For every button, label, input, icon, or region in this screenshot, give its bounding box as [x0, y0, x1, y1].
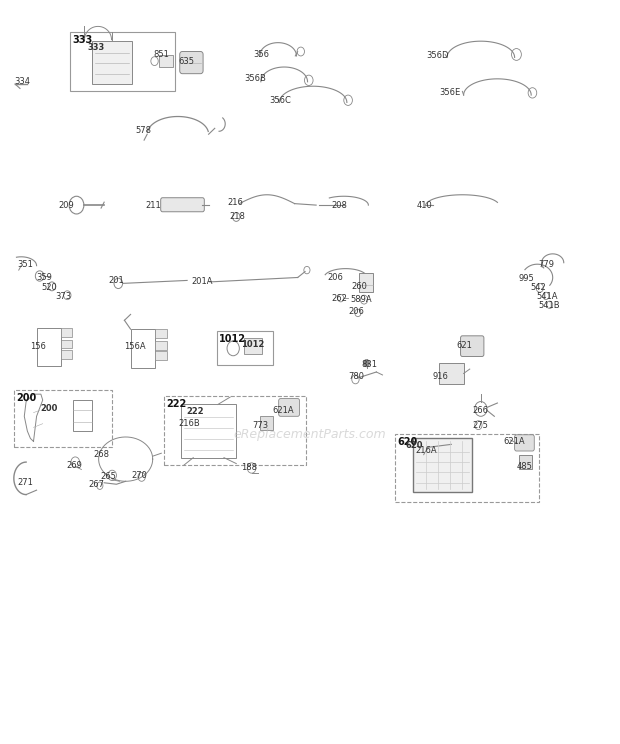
Text: eReplacementParts.com: eReplacementParts.com: [234, 429, 386, 441]
Bar: [73, 400, 92, 431]
Bar: [92, 41, 132, 84]
Text: 356B: 356B: [244, 74, 266, 83]
Text: 206: 206: [327, 273, 343, 282]
Text: 410: 410: [416, 201, 432, 210]
Text: 222: 222: [166, 399, 187, 408]
Text: 156A: 156A: [125, 342, 146, 351]
Text: 222: 222: [186, 407, 203, 416]
Text: 201: 201: [108, 276, 124, 285]
Text: 200: 200: [16, 393, 37, 403]
Text: 541A: 541A: [536, 292, 557, 301]
Text: 208: 208: [332, 201, 347, 210]
Text: 268: 268: [93, 450, 109, 459]
Text: 333: 333: [73, 35, 93, 45]
Bar: [155, 329, 167, 338]
Text: 1012: 1012: [241, 340, 264, 349]
Text: 620: 620: [406, 441, 423, 450]
Text: 262: 262: [332, 294, 347, 303]
Text: 831: 831: [361, 360, 377, 369]
FancyBboxPatch shape: [161, 198, 205, 212]
Text: 218: 218: [229, 213, 245, 222]
Text: 271: 271: [17, 478, 33, 487]
Text: 201A: 201A: [192, 278, 213, 286]
Text: 485: 485: [516, 462, 533, 471]
Text: 356C: 356C: [269, 97, 291, 106]
Bar: [70, 32, 175, 92]
Bar: [61, 339, 72, 348]
Text: 621A: 621A: [503, 437, 525, 446]
Circle shape: [363, 359, 370, 367]
Bar: [519, 455, 533, 469]
Text: 520: 520: [42, 283, 57, 292]
Bar: [260, 417, 273, 429]
Text: 578: 578: [135, 126, 151, 135]
Bar: [61, 350, 72, 359]
FancyBboxPatch shape: [515, 434, 534, 451]
Text: 620: 620: [397, 437, 417, 447]
Text: 1012: 1012: [219, 333, 246, 344]
Text: 267: 267: [89, 480, 105, 489]
Text: 635: 635: [178, 57, 194, 66]
Text: 359: 359: [37, 273, 53, 282]
Bar: [439, 363, 464, 384]
Bar: [216, 330, 273, 365]
Text: 266: 266: [472, 406, 488, 415]
Bar: [14, 390, 112, 447]
Text: 773: 773: [252, 420, 268, 430]
Text: 216: 216: [227, 198, 243, 207]
FancyBboxPatch shape: [180, 51, 203, 74]
FancyBboxPatch shape: [461, 336, 484, 356]
Bar: [413, 438, 472, 492]
Bar: [37, 327, 61, 366]
Text: 995: 995: [519, 275, 534, 283]
Text: 270: 270: [132, 471, 148, 480]
Text: 356D: 356D: [427, 51, 449, 60]
Bar: [155, 351, 167, 360]
Text: 334: 334: [14, 77, 30, 86]
Text: 216B: 216B: [179, 419, 200, 429]
Bar: [395, 434, 539, 502]
FancyBboxPatch shape: [278, 399, 299, 417]
Bar: [164, 396, 306, 465]
Bar: [359, 273, 373, 292]
Bar: [181, 405, 236, 458]
Text: 269: 269: [66, 461, 82, 469]
Text: 188: 188: [241, 464, 257, 472]
Text: 621A: 621A: [272, 406, 293, 415]
Text: 621: 621: [456, 341, 472, 350]
Text: 779: 779: [539, 260, 554, 269]
Text: 209: 209: [58, 201, 74, 210]
Bar: [159, 55, 173, 67]
Text: 216A: 216A: [415, 446, 437, 455]
Bar: [244, 338, 262, 354]
Text: 541B: 541B: [539, 301, 560, 310]
Bar: [131, 329, 155, 368]
Text: 780: 780: [348, 372, 364, 381]
Text: 351: 351: [17, 260, 33, 269]
Text: 542: 542: [530, 283, 546, 292]
Text: 206: 206: [348, 307, 365, 316]
Text: 211: 211: [145, 201, 161, 210]
Text: 589A: 589A: [350, 295, 371, 304]
Text: 333: 333: [87, 43, 105, 52]
Text: 156: 156: [30, 342, 46, 351]
Bar: [155, 341, 167, 350]
Text: 916: 916: [433, 372, 449, 381]
Text: 260: 260: [351, 282, 367, 291]
Text: 275: 275: [472, 420, 488, 430]
Text: 373: 373: [55, 292, 71, 301]
Text: 356E: 356E: [439, 89, 460, 97]
Bar: [61, 327, 72, 336]
Text: 851: 851: [153, 50, 169, 59]
Text: 265: 265: [100, 472, 117, 481]
Text: 356: 356: [254, 50, 270, 59]
Text: 200: 200: [41, 405, 58, 414]
